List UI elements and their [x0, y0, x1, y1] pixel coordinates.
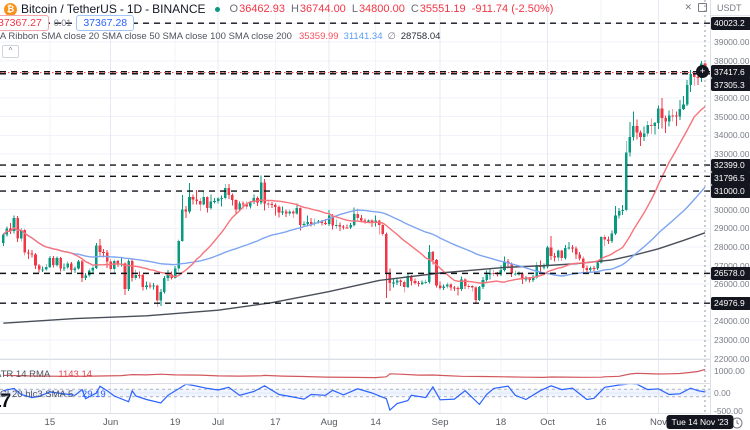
axis-currency-label: USDT: [711, 0, 750, 16]
maximize-pane-icon[interactable]: [698, 3, 707, 12]
time-tick-label: 17: [270, 417, 281, 428]
low-label: L: [351, 3, 358, 15]
time-tick-label: Aug: [320, 417, 338, 428]
time-tick-label: 19: [169, 417, 181, 428]
price-grid-label: 28000.00: [714, 241, 750, 252]
close-value: 35551.19: [419, 3, 466, 15]
legend-collapse-button[interactable]: ^: [2, 45, 19, 58]
tradingview-logo-watermark: 17: [0, 391, 11, 412]
time-tick-label: 16: [595, 417, 607, 428]
ma-lines: [2, 106, 706, 324]
separator: -: [145, 2, 150, 16]
price-axis[interactable]: USDT 39000.00 38000.00 36000.00 35000.00 340…: [710, 0, 750, 430]
close-pane-icon[interactable]: ✕: [684, 2, 692, 12]
high-value: 36744.00: [299, 3, 346, 15]
subpanel-axis-label: 1000.00: [714, 366, 745, 376]
price-level-badge: 37305.3: [711, 78, 750, 92]
symbol-title[interactable]: Bitcoin / TetherUS: [21, 2, 117, 16]
price-grid-label: 26000.00: [714, 279, 750, 290]
price-grid-label: 24000.00: [714, 316, 750, 327]
sma200-value: 28758.04: [400, 31, 441, 42]
price-level-badge: 31796.5: [711, 171, 750, 185]
atr-legend[interactable]: ATR 14 RMA 1143.14: [0, 369, 92, 380]
low-value: 34800.00: [358, 3, 405, 15]
price-grid-label: 35000.00: [714, 111, 750, 122]
time-tick-label: Jun: [103, 417, 119, 428]
ma-ribbon-label: MA Ribbon SMA close 20 SMA close 50 SMA …: [0, 31, 292, 42]
buy-sell-panel: 37367.27 0.01 37367.28: [0, 15, 135, 31]
crosshair-date-badge: Tue 14 Nov '23: [666, 415, 734, 429]
price-level-badge: 32399.0: [711, 158, 750, 172]
open-label: O: [229, 3, 239, 15]
price-grid-label: 23000.00: [714, 334, 750, 345]
ohlc-readout: O 36462.93 H 36744.00 L 34800.00 C 35551.19 …: [230, 3, 554, 15]
atr-value: 1143.14: [58, 369, 93, 380]
price-grid-label: 22000.00: [714, 353, 750, 364]
sma50-value: 31141.34: [343, 31, 383, 42]
time-tick-label: 14: [370, 417, 381, 428]
price-grid-label: 34000.00: [714, 130, 750, 141]
price-grid-label: 36000.00: [714, 93, 750, 104]
pane-controls: ✕: [684, 3, 707, 12]
high-label: H: [290, 3, 299, 15]
price-grid-label: 38000.00: [714, 55, 750, 66]
price-level-badge: 37417.6: [711, 65, 750, 79]
price-grid-label: 27000.00: [714, 260, 750, 271]
buy-button[interactable]: 37367.28: [76, 15, 135, 31]
price-level-badge: 40023.2: [711, 16, 750, 30]
time-tick-label: Sep: [431, 417, 449, 428]
price-grid-label: 39000.00: [714, 37, 750, 48]
add-alert-plus-button[interactable]: +: [696, 64, 709, 78]
sma100-hidden-value: ∅: [387, 31, 396, 42]
price-level-badge: 24976.9: [711, 296, 750, 310]
market-status-dot-icon[interactable]: [214, 6, 220, 12]
price-grid-label: 30000.00: [714, 204, 750, 215]
price-grid-label: 33000.00: [714, 148, 750, 159]
atr-label: ATR 14 RMA: [0, 369, 50, 380]
subpanel-axis-label: -500.00: [714, 406, 743, 416]
exchange-label[interactable]: BINANCE: [152, 2, 206, 16]
change-value: -911.74 (-2.50%): [471, 3, 554, 15]
subpanel-axis-label: 0.00: [714, 388, 731, 398]
symbol-header: ₿ Bitcoin / TetherUS - 1D - BINANCE O 364…: [4, 2, 553, 16]
cci-value: 29.19: [81, 389, 106, 400]
price-level-badge: 31000.0: [711, 184, 750, 198]
sell-button[interactable]: 37367.27: [0, 15, 49, 31]
chart-canvas[interactable]: [0, 0, 710, 413]
open-value: 36462.93: [239, 3, 285, 15]
cci-label: CCI 20 hlc3 SMA 5: [0, 389, 74, 400]
close-label: C: [410, 3, 419, 15]
time-tick-label: 15: [44, 417, 56, 428]
time-tick-label: Nov: [649, 417, 667, 428]
atr-line: [3, 368, 706, 379]
sma20-value: 35359.99: [298, 31, 339, 42]
horizontal-line-drawings: [0, 22, 710, 304]
ma-ribbon-legend[interactable]: MA Ribbon SMA close 20 SMA close 50 SMA …: [0, 31, 440, 42]
cci-plot: [0, 384, 710, 412]
time-axis[interactable]: 15 Jun 19 Jul 17 Aug 14 Sep 18 Oct 16 Nov: [0, 413, 710, 430]
spread-value: 0.01: [53, 18, 72, 28]
grid-lines: [0, 0, 710, 413]
price-grid-label: 29000.00: [714, 223, 750, 234]
time-tick-label: 18: [495, 417, 507, 428]
interval-label[interactable]: 1D: [126, 2, 143, 16]
price-level-badge: 26578.0: [711, 266, 750, 280]
cci-legend[interactable]: CCI 20 hlc3 SMA 5 29.19: [0, 389, 106, 400]
time-tick-label: Oct: [540, 417, 555, 428]
separator: -: [119, 2, 124, 16]
bitcoin-logo-icon: ₿: [4, 2, 17, 16]
time-tick-label: Jul: [212, 417, 225, 428]
